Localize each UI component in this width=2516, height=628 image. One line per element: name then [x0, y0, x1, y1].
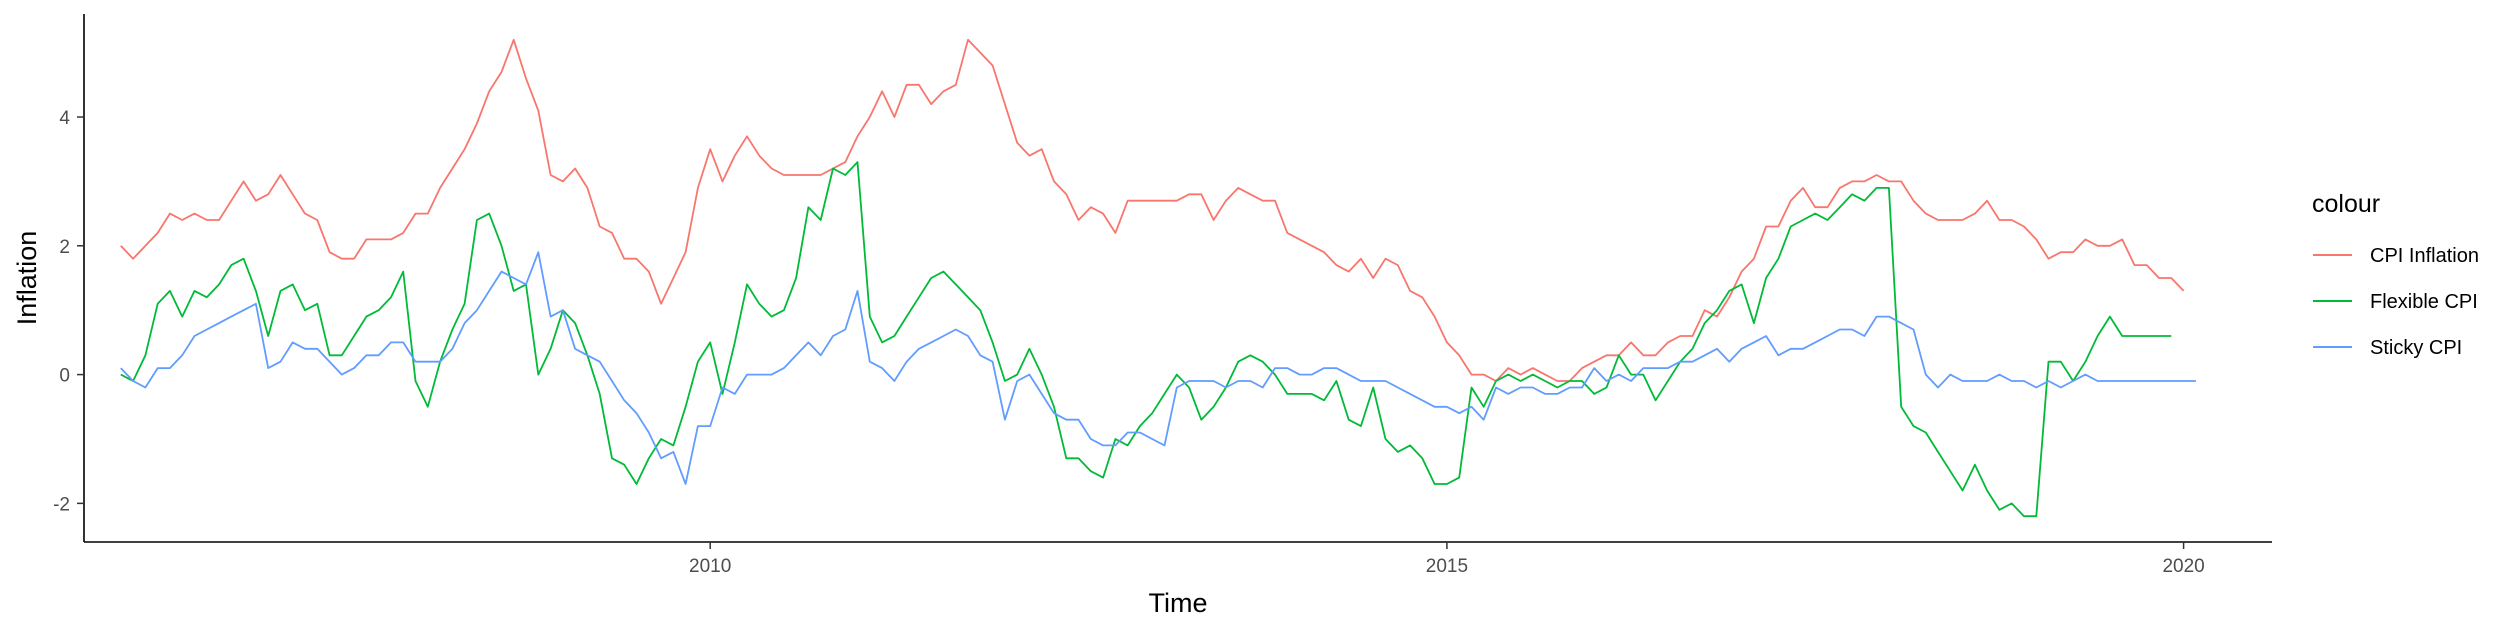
y-axis-ticks: -2 0 2 4 — [53, 108, 84, 515]
y-axis-title: Inflation — [12, 231, 42, 326]
x-tick-label: 2010 — [689, 556, 731, 577]
y-tick-label: 0 — [59, 366, 70, 387]
series-line-sticky-cpi — [120, 251, 2196, 485]
x-tick-label: 2020 — [2162, 556, 2204, 577]
legend-label: Flexible CPI — [2370, 291, 2478, 313]
legend-title: colour — [2312, 190, 2380, 218]
series-line-flexible-cpi — [120, 161, 2172, 518]
legend: CPI Inflation Flexible CPI Sticky CPI — [2313, 245, 2479, 359]
x-axis-title: Time — [1149, 588, 1208, 618]
x-axis-ticks: 2010 2015 2020 — [689, 542, 2205, 577]
y-tick-label: -2 — [53, 494, 70, 515]
y-tick-label: 2 — [59, 237, 70, 258]
x-tick-label: 2015 — [1426, 556, 1468, 577]
legend-label: Sticky CPI — [2370, 337, 2462, 359]
series-line-cpi-inflation — [120, 38, 2185, 382]
legend-label: CPI Inflation — [2370, 245, 2479, 267]
y-tick-label: 4 — [59, 108, 70, 129]
plot-lines — [120, 38, 2196, 518]
